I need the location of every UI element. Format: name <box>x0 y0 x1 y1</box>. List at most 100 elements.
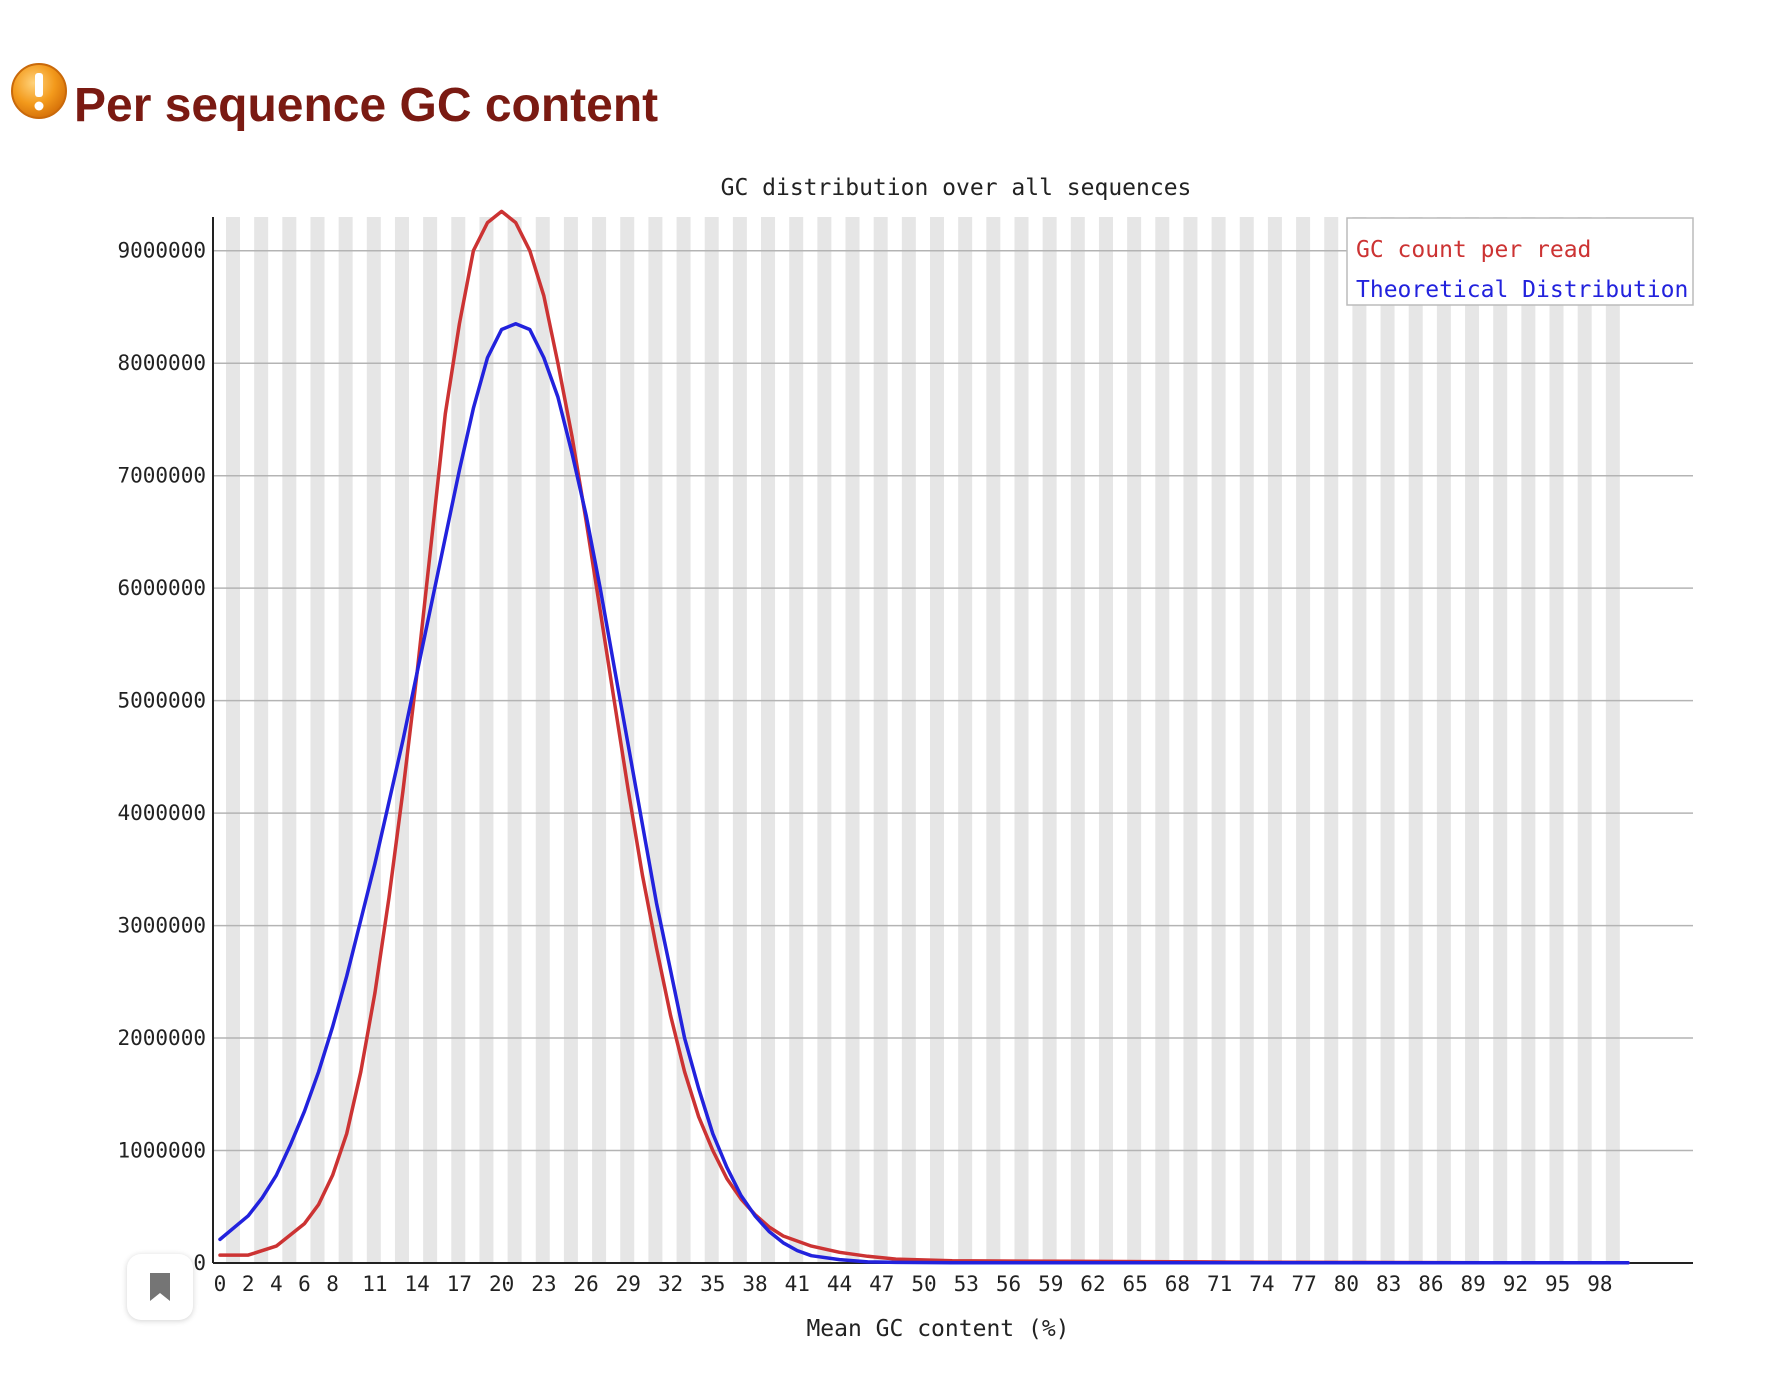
stripe <box>1577 217 1592 1263</box>
tick-labels: 0 1000000 2000000 3000000 4000000 5000000 6000… <box>117 239 1612 1296</box>
series-line-0 <box>218 209 1630 1265</box>
stripe <box>282 217 297 1263</box>
x-tick-label: 11 <box>362 1272 387 1296</box>
legend-entry: GC count per read <box>1356 237 1591 263</box>
stripe <box>648 217 663 1263</box>
stripe <box>366 217 381 1263</box>
stripe <box>761 217 776 1263</box>
stripe <box>1127 217 1142 1263</box>
stripe <box>676 217 691 1263</box>
stripe <box>1436 217 1451 1263</box>
y-tick-label: 7000000 <box>117 464 206 488</box>
y-tick-label: 5000000 <box>117 689 206 713</box>
stripe <box>451 217 466 1263</box>
stripe <box>1605 217 1620 1263</box>
x-tick-label: 6 <box>298 1272 311 1296</box>
stripe <box>986 217 1001 1263</box>
stripe <box>1324 217 1339 1263</box>
warning-icon <box>11 63 67 119</box>
stripe <box>479 217 494 1263</box>
x-tick-label: 89 <box>1460 1272 1485 1296</box>
x-tick-label: 56 <box>996 1272 1021 1296</box>
x-tick-label: 38 <box>742 1272 767 1296</box>
stripe <box>1239 217 1254 1263</box>
x-tick-label: 53 <box>954 1272 979 1296</box>
stripe <box>423 217 438 1263</box>
stripe <box>732 217 747 1263</box>
chart-title: GC distribution over all sequences <box>721 175 1192 201</box>
bookmark-icon <box>150 1273 170 1301</box>
stripe <box>1211 217 1226 1263</box>
y-tick-label: 2000000 <box>117 1026 206 1050</box>
x-tick-label: 23 <box>531 1272 556 1296</box>
stripe <box>507 217 522 1263</box>
stripe <box>1493 217 1508 1263</box>
x-tick-label: 0 <box>214 1272 227 1296</box>
x-tick-label: 71 <box>1207 1272 1232 1296</box>
x-tick-label: 50 <box>911 1272 936 1296</box>
x-tick-label: 32 <box>658 1272 683 1296</box>
x-tick-label: 20 <box>489 1272 514 1296</box>
stripe <box>845 217 860 1263</box>
stripe <box>789 217 804 1263</box>
y-tick-label: 4000000 <box>117 801 206 825</box>
x-tick-label: 35 <box>700 1272 725 1296</box>
x-tick-label: 98 <box>1587 1272 1612 1296</box>
x-tick-label: 26 <box>573 1272 598 1296</box>
stripe <box>1183 217 1198 1263</box>
y-tick-label: 1000000 <box>117 1139 206 1163</box>
x-axis-label: Mean GC content (%) <box>806 1316 1069 1342</box>
y-tick-label: 6000000 <box>117 576 206 600</box>
x-tick-label: 14 <box>404 1272 429 1296</box>
stripe <box>1521 217 1536 1263</box>
x-tick-label: 29 <box>616 1272 641 1296</box>
stripe <box>563 217 578 1263</box>
y-tick-label: 3000000 <box>117 914 206 938</box>
x-tick-label: 68 <box>1165 1272 1190 1296</box>
background-stripes <box>226 217 1620 1263</box>
series-line-1 <box>218 322 1630 1265</box>
x-tick-label: 2 <box>242 1272 255 1296</box>
x-tick-label: 95 <box>1545 1272 1570 1296</box>
stripe <box>901 217 916 1263</box>
stripe <box>930 217 944 1263</box>
stripe <box>1155 217 1170 1263</box>
x-tick-label: 17 <box>447 1272 472 1296</box>
bookmark-button[interactable] <box>127 1254 193 1320</box>
x-tick-label: 8 <box>326 1272 339 1296</box>
y-tick-label: 9000000 <box>117 239 206 263</box>
x-tick-label: 62 <box>1080 1272 1105 1296</box>
stripe <box>1014 217 1029 1263</box>
stripe <box>338 217 353 1263</box>
stripe <box>310 217 325 1263</box>
stripe <box>1352 217 1367 1263</box>
stripe <box>226 217 240 1263</box>
stripe <box>1465 217 1480 1263</box>
x-tick-label: 4 <box>270 1272 283 1296</box>
stripe <box>704 217 719 1263</box>
x-tick-label: 59 <box>1038 1272 1063 1296</box>
stripe <box>1098 217 1113 1263</box>
stripe <box>254 217 269 1263</box>
x-tick-label: 92 <box>1503 1272 1528 1296</box>
x-tick-label: 41 <box>785 1272 810 1296</box>
legend-box <box>1346 217 1694 306</box>
y-tick-label: 0 <box>193 1251 206 1275</box>
page-title: Per sequence GC content <box>74 79 659 132</box>
stripe <box>1380 217 1395 1263</box>
stripe <box>873 217 888 1263</box>
stripe <box>1042 217 1057 1263</box>
stripe <box>958 217 973 1263</box>
stripe <box>592 217 607 1263</box>
stripe <box>1070 217 1085 1263</box>
legend-entry: Theoretical Distribution <box>1356 277 1688 303</box>
x-tick-label: 80 <box>1334 1272 1359 1296</box>
x-tick-label: 44 <box>827 1272 852 1296</box>
y-tick-label: 8000000 <box>117 351 206 375</box>
chart-legend: GC count per read Theoretical Distributio… <box>1346 217 1694 306</box>
stripe <box>1296 217 1311 1263</box>
x-tick-label: 83 <box>1376 1272 1401 1296</box>
series-layer <box>218 209 1630 1265</box>
stripe <box>1408 217 1423 1263</box>
